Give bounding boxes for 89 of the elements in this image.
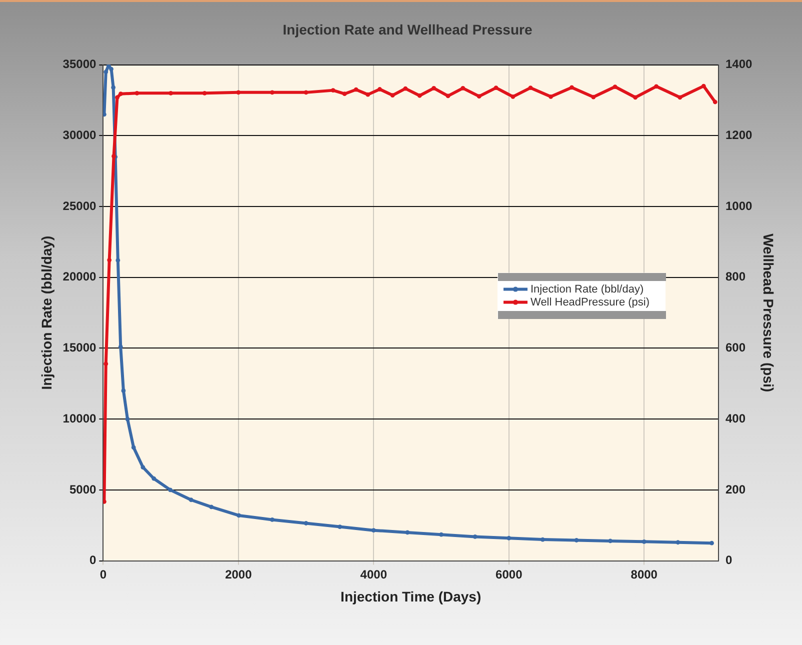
point xyxy=(125,416,130,422)
point xyxy=(506,536,512,540)
point xyxy=(439,532,444,537)
y-axis-title: Injection Rate (bbl/day) xyxy=(38,236,54,390)
y-tick-label: 30000 xyxy=(62,128,96,142)
point xyxy=(403,86,408,91)
point xyxy=(103,112,106,117)
y-tick-label: 35000 xyxy=(62,57,96,72)
point xyxy=(446,94,450,98)
y-tick-label: 20000 xyxy=(62,270,96,284)
point xyxy=(548,94,554,99)
point xyxy=(510,94,516,99)
point xyxy=(390,93,395,98)
point xyxy=(654,84,658,89)
point xyxy=(366,92,370,97)
point xyxy=(304,521,308,526)
y-tick-label: 5000 xyxy=(69,482,96,496)
y2-axis-title: Wellhead Pressure (psi) xyxy=(760,234,777,392)
y2-tick-label: 600 xyxy=(726,340,746,355)
y2-tick-label: 1200 xyxy=(726,128,753,142)
point xyxy=(591,94,596,100)
chart-title: Injection Rate and Wellhead Pressure xyxy=(282,21,532,38)
x-axis-title: Injection Time (Days) xyxy=(340,588,482,604)
point xyxy=(152,476,156,481)
point xyxy=(118,92,123,96)
y2-tick-label: 800 xyxy=(726,270,746,284)
point xyxy=(354,87,358,92)
point xyxy=(304,90,308,95)
point xyxy=(107,258,112,262)
point xyxy=(270,90,274,95)
y-tick-label: 0 xyxy=(89,553,96,568)
point xyxy=(633,95,638,100)
point xyxy=(678,95,682,100)
point xyxy=(460,86,466,90)
x-tick-label: 8000 xyxy=(630,567,658,582)
point xyxy=(476,94,482,99)
x-tick-label: 4000 xyxy=(360,567,388,582)
y-tick-label: 25000 xyxy=(62,198,96,213)
point xyxy=(270,518,274,522)
point xyxy=(104,70,108,74)
point xyxy=(371,528,376,533)
y2-tick-label: 400 xyxy=(726,411,746,426)
point xyxy=(115,95,120,100)
point xyxy=(131,445,136,450)
point xyxy=(140,465,146,470)
x-tick-label: 2000 xyxy=(225,567,252,582)
y2-tick-label: 200 xyxy=(726,482,746,496)
y2-tick-label: 1000 xyxy=(726,198,753,213)
legend-label: Injection Rate (bbl/day) xyxy=(530,283,644,296)
point xyxy=(710,540,714,546)
y2-tick-label: 1400 xyxy=(726,57,753,72)
y2-tick-label: 0 xyxy=(726,553,733,568)
legend-label: Well HeadPressure (psi) xyxy=(530,296,650,308)
point xyxy=(134,90,140,96)
x-tick-label: 0 xyxy=(100,567,107,582)
point xyxy=(103,499,106,504)
point xyxy=(528,86,533,90)
y-tick-label: 10000 xyxy=(62,411,96,426)
point xyxy=(405,530,410,535)
x-tick-label: 6000 xyxy=(496,567,523,582)
point xyxy=(330,88,336,93)
point xyxy=(111,85,116,90)
point xyxy=(202,90,207,96)
point xyxy=(236,90,241,95)
point xyxy=(712,100,718,104)
point xyxy=(338,524,342,529)
y-tick-label: 15000 xyxy=(62,340,96,355)
point xyxy=(188,498,194,502)
point xyxy=(540,537,545,542)
point xyxy=(168,90,173,96)
point xyxy=(168,488,173,492)
point xyxy=(432,86,436,90)
point xyxy=(676,540,680,545)
point xyxy=(109,66,114,72)
point xyxy=(104,362,108,366)
point xyxy=(378,87,382,92)
point xyxy=(472,534,478,539)
point xyxy=(701,84,706,88)
point xyxy=(574,538,579,542)
point xyxy=(612,84,618,89)
point xyxy=(417,93,422,98)
point xyxy=(570,85,574,90)
point xyxy=(236,513,242,518)
point xyxy=(342,92,347,96)
point xyxy=(118,344,123,350)
point xyxy=(494,86,498,90)
point xyxy=(209,504,214,510)
point xyxy=(642,539,646,544)
point xyxy=(121,388,126,393)
